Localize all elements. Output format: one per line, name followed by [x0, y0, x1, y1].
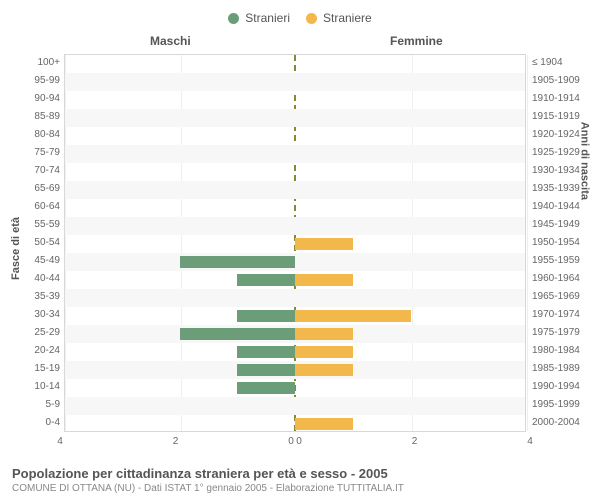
- age-row: [65, 307, 525, 325]
- y-tick-birth: 1930-1934: [532, 165, 588, 176]
- x-tick: 2: [173, 436, 179, 447]
- y-tick-birth: 1940-1944: [532, 201, 588, 212]
- y-tick-age: 95-99: [4, 75, 60, 86]
- y-tick-age: 100+: [4, 57, 60, 68]
- y-tick-birth: 1945-1949: [532, 219, 588, 230]
- legend-label-female: Straniere: [323, 11, 372, 25]
- y-tick-birth: 1910-1914: [532, 93, 588, 104]
- y-tick-birth: 1980-1984: [532, 345, 588, 356]
- y-tick-age: 0-4: [4, 417, 60, 428]
- y-tick-birth: 1950-1954: [532, 237, 588, 248]
- age-row: [65, 217, 525, 235]
- bar-male: [237, 310, 295, 322]
- legend-swatch-female: [306, 13, 317, 24]
- y-tick-birth: 1990-1994: [532, 381, 588, 392]
- bar-female: [295, 274, 353, 286]
- y-tick-age: 90-94: [4, 93, 60, 104]
- x-tick: 4: [527, 436, 533, 447]
- y-tick-age: 40-44: [4, 273, 60, 284]
- y-tick-birth: 1960-1964: [532, 273, 588, 284]
- y-tick-birth: 1975-1979: [532, 327, 588, 338]
- gridline: [527, 55, 528, 431]
- bar-male: [180, 328, 296, 340]
- y-tick-age: 30-34: [4, 309, 60, 320]
- y-tick-age: 15-19: [4, 363, 60, 374]
- legend-label-male: Stranieri: [245, 11, 290, 25]
- age-row: [65, 127, 525, 145]
- footer: Popolazione per cittadinanza straniera p…: [12, 466, 404, 494]
- y-tick-birth: 1995-1999: [532, 399, 588, 410]
- age-row: [65, 343, 525, 361]
- bar-female: [295, 310, 411, 322]
- y-tick-age: 10-14: [4, 381, 60, 392]
- legend: Stranieri Straniere: [0, 0, 600, 30]
- y-tick-age: 75-79: [4, 147, 60, 158]
- y-tick-age: 35-39: [4, 291, 60, 302]
- legend-item-male: Stranieri: [228, 11, 290, 25]
- age-row: [65, 145, 525, 163]
- age-row: [65, 73, 525, 91]
- y-tick-birth: 1925-1929: [532, 147, 588, 158]
- y-tick-birth: 1915-1919: [532, 111, 588, 122]
- y-tick-birth: 1955-1959: [532, 255, 588, 266]
- y-tick-birth: 1985-1989: [532, 363, 588, 374]
- age-row: [65, 415, 525, 433]
- age-row: [65, 109, 525, 127]
- plot-area: [64, 54, 526, 432]
- legend-item-female: Straniere: [306, 11, 372, 25]
- y-tick-age: 55-59: [4, 219, 60, 230]
- bar-male: [237, 346, 295, 358]
- y-tick-age: 5-9: [4, 399, 60, 410]
- age-row: [65, 55, 525, 73]
- x-tick: 2: [412, 436, 418, 447]
- chart-subtitle: COMUNE DI OTTANA (NU) - Dati ISTAT 1° ge…: [12, 483, 404, 494]
- y-tick-birth: 1935-1939: [532, 183, 588, 194]
- chart-area: Maschi Femmine Fasce di età Anni di nasc…: [0, 30, 600, 450]
- bar-female: [295, 328, 353, 340]
- y-tick-age: 60-64: [4, 201, 60, 212]
- y-tick-birth: 1965-1969: [532, 291, 588, 302]
- y-tick-age: 20-24: [4, 345, 60, 356]
- bar-male: [180, 256, 296, 268]
- chart-container: Stranieri Straniere Maschi Femmine Fasce…: [0, 0, 600, 500]
- y-tick-age: 65-69: [4, 183, 60, 194]
- y-tick-age: 50-54: [4, 237, 60, 248]
- chart-title: Popolazione per cittadinanza straniera p…: [12, 466, 404, 481]
- y-tick-birth: 1905-1909: [532, 75, 588, 86]
- y-tick-age: 45-49: [4, 255, 60, 266]
- column-title-male: Maschi: [150, 34, 191, 48]
- y-tick-birth: 1920-1924: [532, 129, 588, 140]
- bar-male: [237, 382, 295, 394]
- age-row: [65, 379, 525, 397]
- age-row: [65, 181, 525, 199]
- x-tick: 0: [288, 436, 294, 447]
- column-title-female: Femmine: [390, 34, 443, 48]
- age-row: [65, 361, 525, 379]
- age-row: [65, 163, 525, 181]
- bar-male: [237, 274, 295, 286]
- age-row: [65, 271, 525, 289]
- legend-swatch-male: [228, 13, 239, 24]
- bar-female: [295, 238, 353, 250]
- age-row: [65, 199, 525, 217]
- age-row: [65, 325, 525, 343]
- bar-female: [295, 418, 353, 430]
- y-tick-age: 25-29: [4, 327, 60, 338]
- x-tick: 4: [57, 436, 63, 447]
- age-row: [65, 289, 525, 307]
- y-tick-age: 85-89: [4, 111, 60, 122]
- y-tick-birth: 2000-2004: [532, 417, 588, 428]
- bar-female: [295, 364, 353, 376]
- age-row: [65, 235, 525, 253]
- x-tick: 0: [296, 436, 302, 447]
- y-tick-birth: 1970-1974: [532, 309, 588, 320]
- age-row: [65, 397, 525, 415]
- age-row: [65, 91, 525, 109]
- age-row: [65, 253, 525, 271]
- y-tick-birth: ≤ 1904: [532, 57, 588, 68]
- bar-female: [295, 346, 353, 358]
- bar-male: [237, 364, 295, 376]
- y-tick-age: 80-84: [4, 129, 60, 140]
- y-tick-age: 70-74: [4, 165, 60, 176]
